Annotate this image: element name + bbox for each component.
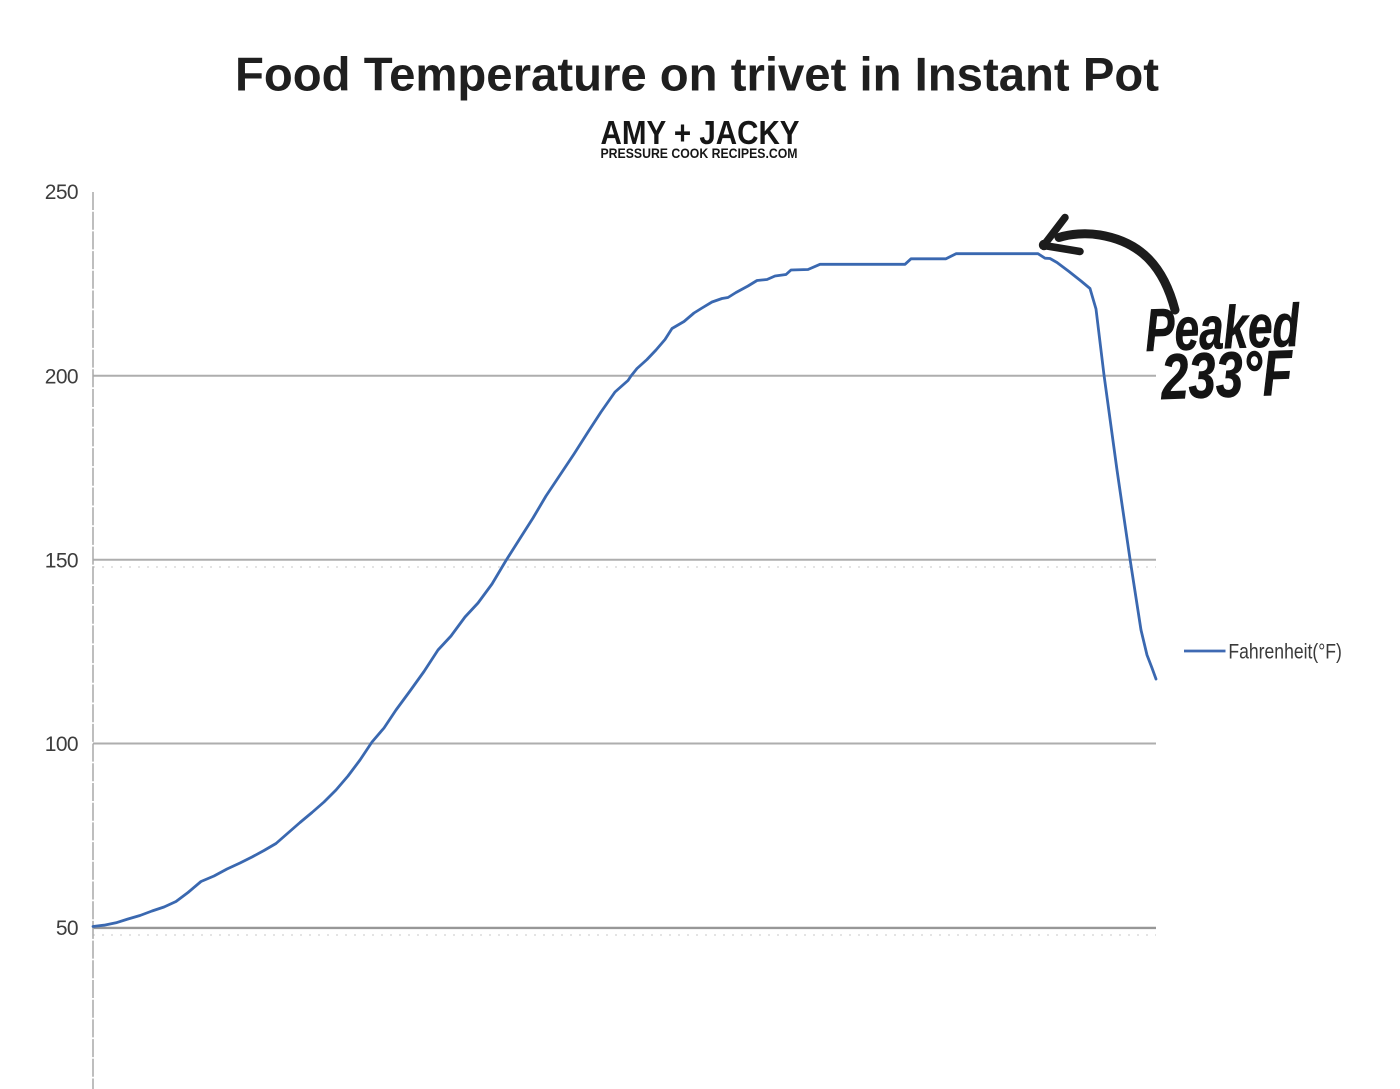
svg-text:Peaked: Peaked — [1144, 292, 1301, 364]
svg-text:250: 250 — [45, 181, 78, 204]
svg-text:150: 150 — [45, 550, 78, 573]
svg-text:200: 200 — [45, 366, 78, 389]
svg-text:AMY + JACKY: AMY + JACKY — [601, 114, 800, 151]
svg-text:100: 100 — [45, 733, 78, 756]
svg-text:PRESSURE COOK RECIPES.COM: PRESSURE COOK RECIPES.COM — [601, 145, 798, 161]
svg-text:Fahrenheit(°F): Fahrenheit(°F) — [1228, 641, 1342, 664]
svg-text:50: 50 — [56, 917, 78, 940]
svg-text:233°F: 233°F — [1159, 336, 1295, 413]
svg-text:Food Temperature on trivet in: Food Temperature on trivet in Instant Po… — [235, 48, 1159, 101]
